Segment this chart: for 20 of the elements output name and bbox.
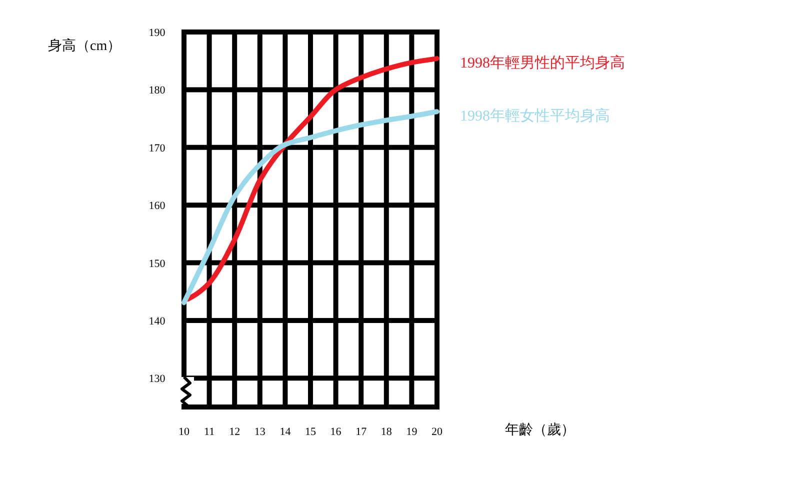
y-tick: 130 bbox=[148, 373, 166, 386]
y-tick: 160 bbox=[148, 200, 166, 212]
x-tick: 17 bbox=[356, 426, 367, 438]
x-tick: 14 bbox=[280, 426, 291, 438]
x-tick: 16 bbox=[330, 426, 342, 438]
xlabel: 年齡（歲） bbox=[505, 423, 575, 438]
x-tick: 12 bbox=[229, 426, 240, 438]
y-tick: 170 bbox=[148, 142, 166, 154]
x-tick: 11 bbox=[204, 426, 215, 438]
x-tick: 20 bbox=[432, 426, 442, 438]
y-tick: 140 bbox=[148, 315, 166, 328]
x-tick: 18 bbox=[380, 426, 392, 438]
ylabel: 身高（cm） bbox=[48, 39, 122, 54]
y-tick: 190 bbox=[148, 27, 166, 39]
x-tick: 19 bbox=[406, 426, 418, 438]
y-tick: 150 bbox=[148, 258, 166, 270]
y-tick: 180 bbox=[148, 84, 166, 97]
x-tick: 13 bbox=[254, 426, 266, 438]
x-tick: 10 bbox=[178, 426, 190, 438]
x-tick: 15 bbox=[305, 426, 316, 438]
